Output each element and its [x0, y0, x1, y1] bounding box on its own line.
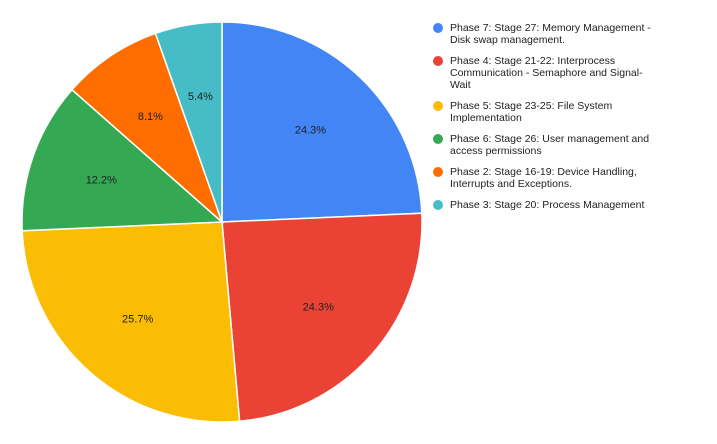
legend-label-2: Phase 5: Stage 23-25: File System Implem…	[450, 100, 613, 124]
pie-slice-2	[21, 221, 241, 423]
legend-item-2: Phase 5: Stage 23-25: File System Implem…	[433, 100, 709, 124]
legend-label-0: Phase 7: Stage 27: Memory Management - D…	[450, 22, 651, 46]
legend-item-0: Phase 7: Stage 27: Memory Management - D…	[433, 22, 709, 46]
legend-item-1: Phase 4: Stage 21-22: Interprocess Commu…	[433, 55, 709, 91]
legend-swatch-0	[433, 23, 443, 33]
legend-label-1: Phase 4: Stage 21-22: Interprocess Commu…	[450, 55, 643, 91]
legend-swatch-2	[433, 101, 443, 111]
pie-slice-5	[154, 21, 223, 223]
pie-slice-1	[221, 212, 423, 423]
legend-label-4: Phase 2: Stage 16-19: Device Handling, I…	[450, 166, 637, 190]
legend-label-3: Phase 6: Stage 26: User management and a…	[450, 133, 650, 157]
pie-slice-0	[221, 21, 423, 223]
legend-swatch-4	[433, 167, 443, 177]
legend-swatch-5	[433, 200, 443, 210]
pie-slice-label-1: 24.3%	[303, 301, 334, 313]
legend-item-5: Phase 3: Stage 20: Process Management	[433, 199, 709, 211]
pie-slice-label-2: 25.7%	[122, 313, 153, 325]
legend-swatch-1	[433, 56, 443, 66]
pie-slice-3	[21, 88, 224, 232]
pie-slice-label-4: 8.1%	[138, 111, 163, 123]
legend-item-4: Phase 2: Stage 16-19: Device Handling, I…	[433, 166, 709, 190]
legend-item-3: Phase 6: Stage 26: User management and a…	[433, 133, 709, 157]
pie-slices	[21, 21, 423, 423]
pie-slice-labels: 24.3% 24.3% 25.7% 12.2% 8.1% 5.4%	[86, 91, 334, 325]
pie-slice-label-5: 5.4%	[188, 91, 213, 103]
chart-legend: Phase 7: Stage 27: Memory Management - D…	[433, 22, 709, 220]
legend-label-5: Phase 3: Stage 20: Process Management	[450, 199, 645, 211]
legend-swatch-3	[433, 134, 443, 144]
pie-slice-label-0: 24.3%	[295, 125, 326, 137]
pie-slice-label-3: 12.2%	[86, 174, 117, 186]
pie-slice-4	[70, 32, 224, 225]
